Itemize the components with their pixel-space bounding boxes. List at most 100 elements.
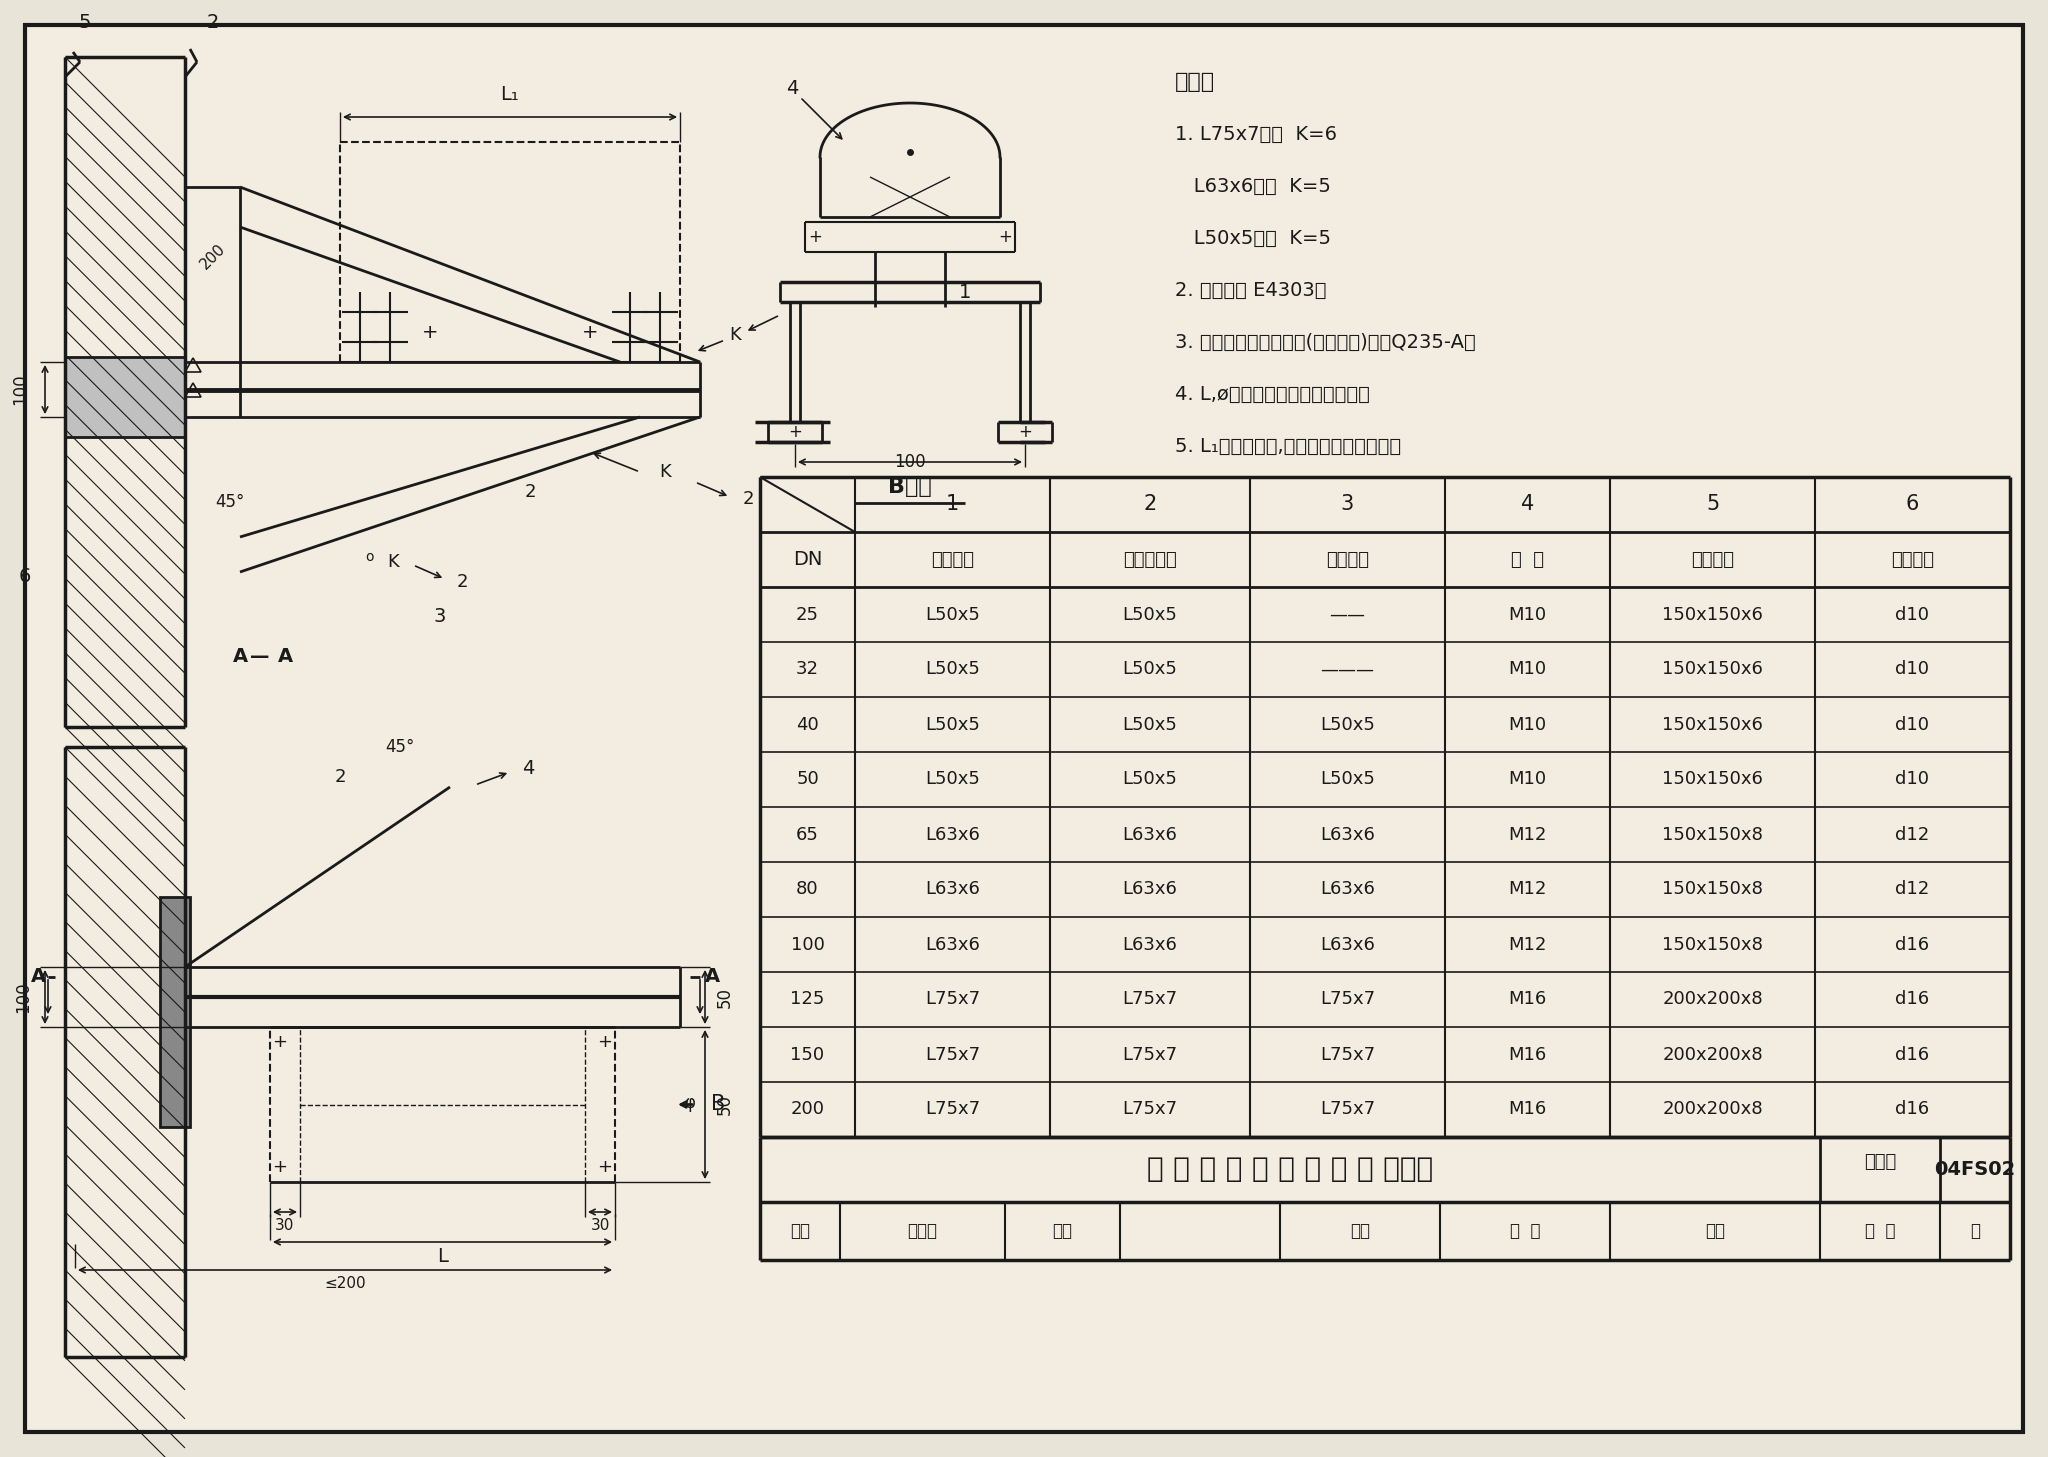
Text: +: + xyxy=(422,322,438,341)
Text: 150x150x6: 150x150x6 xyxy=(1663,606,1763,624)
Text: 30: 30 xyxy=(590,1218,610,1234)
Text: K: K xyxy=(729,326,741,344)
Text: 100: 100 xyxy=(10,373,29,405)
Text: B向图: B向图 xyxy=(889,476,932,497)
Text: 2: 2 xyxy=(524,484,537,501)
Text: d10: d10 xyxy=(1896,660,1929,679)
Text: 125: 125 xyxy=(791,991,825,1008)
Text: 04FS02: 04FS02 xyxy=(1935,1160,2015,1179)
Text: 4: 4 xyxy=(522,759,535,778)
Text: +: + xyxy=(997,227,1012,246)
Text: +: + xyxy=(788,423,803,441)
Text: 2: 2 xyxy=(334,768,346,785)
Text: M16: M16 xyxy=(1509,991,1546,1008)
Text: L75x7: L75x7 xyxy=(1321,991,1374,1008)
Text: L63x6: L63x6 xyxy=(926,826,979,844)
Text: M12: M12 xyxy=(1507,826,1546,844)
Text: 65: 65 xyxy=(797,826,819,844)
Text: 3: 3 xyxy=(1341,494,1354,514)
Text: 3. 型锂预埋锂板和钉钉(两者焊接)采用Q235-A。: 3. 型锂预埋锂板和钉钉(两者焊接)采用Q235-A。 xyxy=(1176,332,1477,351)
Text: L63x6: L63x6 xyxy=(1321,826,1374,844)
Text: +: + xyxy=(272,1158,287,1176)
Text: L50x5: L50x5 xyxy=(1321,771,1374,788)
Text: M10: M10 xyxy=(1509,606,1546,624)
Text: B: B xyxy=(711,1094,725,1115)
Text: 40: 40 xyxy=(797,715,819,733)
Text: M16: M16 xyxy=(1509,1046,1546,1064)
Text: 50: 50 xyxy=(717,986,733,1007)
Text: 50: 50 xyxy=(717,1094,733,1115)
Text: d10: d10 xyxy=(1896,771,1929,788)
Text: 25: 25 xyxy=(797,606,819,624)
Text: 150x150x8: 150x150x8 xyxy=(1663,880,1763,899)
Text: M12: M12 xyxy=(1507,880,1546,899)
Text: L75x7: L75x7 xyxy=(1122,1046,1178,1064)
Text: d12: d12 xyxy=(1894,826,1929,844)
Text: M16: M16 xyxy=(1509,1100,1546,1119)
Text: 许为民: 许为民 xyxy=(907,1222,938,1240)
Text: A: A xyxy=(231,647,248,666)
Text: L63x6: L63x6 xyxy=(1122,880,1178,899)
Text: 设计: 设计 xyxy=(1706,1222,1724,1240)
Text: 6: 6 xyxy=(18,567,31,587)
Text: 水平橁角锂: 水平橁角锂 xyxy=(1122,551,1178,568)
Text: K: K xyxy=(659,463,672,481)
Text: 100: 100 xyxy=(14,981,33,1013)
Text: 卡  筜: 卡 筜 xyxy=(1511,551,1544,568)
Text: 200x200x8: 200x200x8 xyxy=(1663,1100,1763,1119)
Bar xyxy=(160,898,190,1128)
Text: L50x5: L50x5 xyxy=(926,606,979,624)
Text: 2: 2 xyxy=(457,573,467,592)
Text: 150: 150 xyxy=(791,1046,825,1064)
Text: 审核: 审核 xyxy=(791,1222,811,1240)
Text: A: A xyxy=(705,967,719,986)
Text: L63x6: L63x6 xyxy=(1321,935,1374,953)
Text: M10: M10 xyxy=(1509,771,1546,788)
Text: 200: 200 xyxy=(791,1100,825,1119)
Text: 5. L₁为管卡间距,按选用防爆波阀确定。: 5. L₁为管卡间距,按选用防爆波阀确定。 xyxy=(1176,437,1401,456)
Text: o: o xyxy=(367,549,375,564)
Text: L50x5焊罝  K=5: L50x5焊罝 K=5 xyxy=(1176,229,1331,248)
Text: 刘  敏: 刘 敏 xyxy=(1866,1222,1894,1240)
Text: 150x150x8: 150x150x8 xyxy=(1663,935,1763,953)
Text: L: L xyxy=(436,1247,449,1266)
Text: —: — xyxy=(250,647,270,666)
Text: 100: 100 xyxy=(791,935,825,953)
Text: L63x6: L63x6 xyxy=(1122,935,1178,953)
Text: L75x7: L75x7 xyxy=(1321,1046,1374,1064)
Text: 45°: 45° xyxy=(215,492,244,511)
Text: 斜橁角锂: 斜橁角锂 xyxy=(1325,551,1368,568)
Text: 150x150x6: 150x150x6 xyxy=(1663,771,1763,788)
Text: M10: M10 xyxy=(1509,660,1546,679)
Text: 4: 4 xyxy=(1522,494,1534,514)
Text: d16: d16 xyxy=(1896,1100,1929,1119)
Text: φ: φ xyxy=(684,1094,696,1112)
Text: L63x6: L63x6 xyxy=(1321,880,1374,899)
Text: d16: d16 xyxy=(1896,935,1929,953)
Text: L50x5: L50x5 xyxy=(926,715,979,733)
Text: 2: 2 xyxy=(207,13,219,32)
Text: +: + xyxy=(582,322,598,341)
Text: 1. L75x7焊罝  K=6: 1. L75x7焊罝 K=6 xyxy=(1176,124,1337,143)
Text: 32: 32 xyxy=(797,660,819,679)
Text: 预埋锂板: 预埋锂板 xyxy=(1692,551,1735,568)
Text: 计制: 计制 xyxy=(1053,1222,1073,1240)
Text: L75x7: L75x7 xyxy=(1321,1100,1374,1119)
Text: 5: 5 xyxy=(1706,494,1718,514)
Text: 预埋钉钉: 预埋钉钉 xyxy=(1890,551,1933,568)
Text: L50x5: L50x5 xyxy=(1122,660,1178,679)
Text: 200: 200 xyxy=(197,242,229,272)
Text: d10: d10 xyxy=(1896,715,1929,733)
Text: K: K xyxy=(387,554,399,571)
Text: A: A xyxy=(31,967,45,986)
Text: +: + xyxy=(598,1033,612,1050)
Text: 页: 页 xyxy=(1970,1222,1980,1240)
Text: DN: DN xyxy=(793,549,821,570)
Text: +: + xyxy=(272,1033,287,1050)
Text: 200x200x8: 200x200x8 xyxy=(1663,991,1763,1008)
Text: L63x6: L63x6 xyxy=(926,935,979,953)
Text: 30: 30 xyxy=(274,1218,295,1234)
Text: M12: M12 xyxy=(1507,935,1546,953)
Text: 图集号: 图集号 xyxy=(1864,1152,1896,1170)
Text: 45°: 45° xyxy=(385,739,414,756)
